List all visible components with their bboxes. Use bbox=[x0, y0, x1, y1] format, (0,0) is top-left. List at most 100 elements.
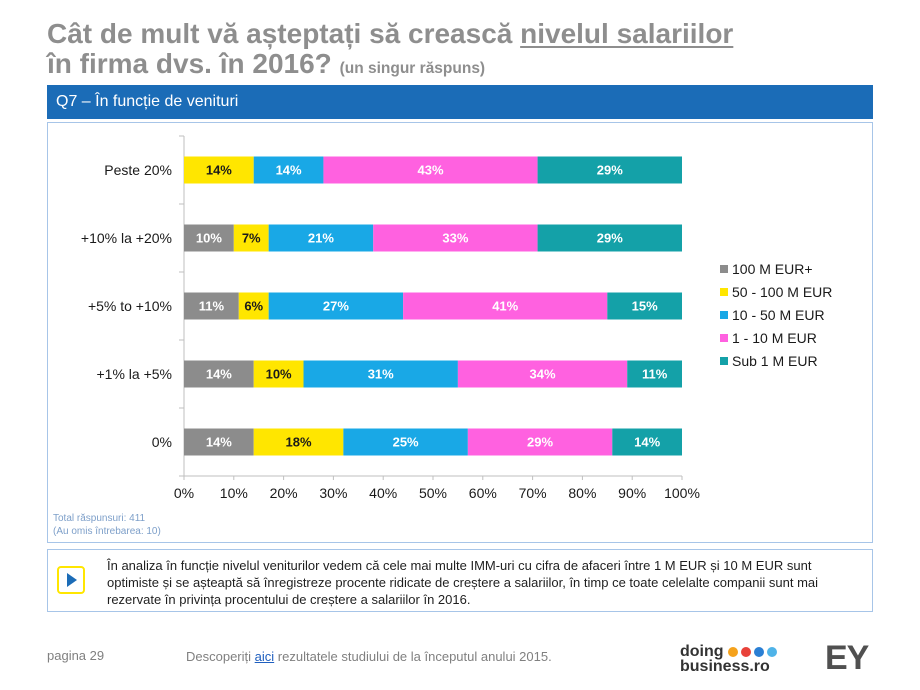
bar-segment bbox=[268, 292, 404, 320]
x-tick-label: 10% bbox=[220, 485, 248, 501]
bar-segment bbox=[457, 360, 628, 388]
bar-segment bbox=[268, 224, 374, 252]
logo-top-row: doing bbox=[680, 642, 780, 660]
data-label: 29% bbox=[527, 435, 553, 450]
bar-segment bbox=[303, 360, 458, 388]
bar-segment bbox=[184, 156, 254, 184]
legend-label: 50 - 100 M EUR bbox=[732, 284, 832, 300]
bar-segment bbox=[253, 428, 344, 456]
x-tick-label: 100% bbox=[664, 485, 700, 501]
bar-segment bbox=[323, 156, 538, 184]
logo-dot-icon bbox=[766, 646, 777, 657]
chart-panel: 0% 10% 20% 30% 40% 50% 60% 70% 80% 90% 100% Peste 2… bbox=[47, 122, 873, 543]
bar-segment bbox=[467, 428, 613, 456]
data-label: 25% bbox=[393, 435, 419, 450]
legend-swatch bbox=[720, 357, 728, 365]
data-label: 33% bbox=[442, 231, 468, 246]
x-tick-label: 30% bbox=[319, 485, 347, 501]
category-label: +5% to +10% bbox=[88, 298, 172, 314]
total-responses-note: Total răspunsuri: 411 bbox=[53, 513, 146, 524]
data-label: 11% bbox=[199, 299, 225, 314]
x-tick-label: 20% bbox=[270, 485, 298, 501]
section-header-label: Q7 – În funcție de venituri bbox=[56, 93, 239, 110]
ey-logo: EY bbox=[825, 639, 869, 677]
category-label: +1% la +5% bbox=[97, 366, 173, 382]
bar-segment bbox=[184, 224, 234, 252]
chart-notes: Total răspunsuri: 411 (Au omis întrebare… bbox=[53, 512, 161, 538]
legend-label: 100 M EUR+ bbox=[732, 261, 813, 277]
legend-swatch bbox=[720, 334, 728, 342]
x-tick-label: 60% bbox=[469, 485, 497, 501]
bar-segment bbox=[233, 224, 269, 252]
data-label: 31% bbox=[368, 367, 394, 382]
insight-box: În analiza în funcție nivelul veniturilo… bbox=[47, 549, 873, 612]
category-label: 0% bbox=[152, 434, 172, 450]
section-header-bar: Q7 – În funcție de venituri bbox=[47, 85, 873, 119]
bar-segment bbox=[184, 360, 254, 388]
category-label: +10% la +20% bbox=[81, 230, 172, 246]
page-number: pagina 29 bbox=[47, 648, 105, 663]
legend-swatch bbox=[720, 288, 728, 296]
bar-segment bbox=[403, 292, 608, 320]
data-label: 6% bbox=[244, 299, 263, 314]
data-label: 7% bbox=[242, 231, 261, 246]
x-tick-label: 0% bbox=[174, 485, 194, 501]
insight-text: În analiza în funcție nivelul veniturilo… bbox=[107, 558, 819, 607]
logo-word-doing: doing bbox=[680, 642, 724, 660]
doingbusiness-logo: doing business.ro bbox=[680, 642, 780, 675]
x-tick-label: 90% bbox=[618, 485, 646, 501]
data-label: 21% bbox=[308, 231, 334, 246]
legend-swatch bbox=[720, 265, 728, 273]
title-highlight: nivelul salariilor bbox=[520, 18, 734, 49]
title-subtitle: (un singur răspuns) bbox=[339, 60, 486, 77]
bar-segment bbox=[343, 428, 468, 456]
data-label: 29% bbox=[597, 231, 623, 246]
bar-segment bbox=[184, 428, 254, 456]
title-line-1: Cât de mult vă așteptați să crească nive… bbox=[47, 19, 887, 49]
legend-label: 10 - 50 M EUR bbox=[732, 307, 825, 323]
data-label: 34% bbox=[530, 367, 556, 382]
data-label: 27% bbox=[323, 299, 349, 314]
category-label: Peste 20% bbox=[104, 162, 172, 178]
x-tick-label: 50% bbox=[419, 485, 447, 501]
play-arrow-icon bbox=[57, 566, 85, 594]
data-label: 14% bbox=[276, 163, 302, 178]
logo-word-business: business.ro bbox=[680, 658, 770, 675]
cta-link[interactable]: aici bbox=[254, 649, 275, 664]
data-label: 29% bbox=[597, 163, 623, 178]
bar-segment bbox=[253, 360, 304, 388]
bar-segment bbox=[612, 428, 682, 456]
page-title: Cât de mult vă așteptați să crească nive… bbox=[47, 19, 887, 84]
data-label: 11% bbox=[642, 367, 668, 382]
data-label: 18% bbox=[286, 435, 312, 450]
cta-text-after: rezultatele studiului de la începutul an… bbox=[277, 649, 552, 664]
x-tick-label: 40% bbox=[369, 485, 397, 501]
data-label: 15% bbox=[632, 299, 658, 314]
bar-segment bbox=[537, 156, 682, 184]
x-tick-label: 70% bbox=[519, 485, 547, 501]
bar-segment bbox=[238, 292, 269, 320]
bar-segment bbox=[184, 292, 239, 320]
cta-text-before: Descoperiți bbox=[186, 649, 252, 664]
data-label: 14% bbox=[206, 163, 232, 178]
bar-segment bbox=[373, 224, 538, 252]
stacked-bar-chart: 0% 10% 20% 30% 40% 50% 60% 70% 80% 90% 100% Peste 2… bbox=[81, 135, 832, 501]
bar-segment bbox=[627, 360, 682, 388]
logo-dot-icon bbox=[753, 646, 764, 657]
data-label: 10% bbox=[266, 367, 292, 382]
legend-swatch bbox=[720, 311, 728, 319]
x-tick-label: 80% bbox=[568, 485, 596, 501]
bar-segment bbox=[537, 224, 682, 252]
data-label: 10% bbox=[196, 231, 222, 246]
legend-label: Sub 1 M EUR bbox=[732, 353, 818, 369]
title-text: Cât de mult vă așteptați să crească bbox=[47, 18, 513, 49]
title-line-2: în firma dvs. în 2016? (un singur răspun… bbox=[47, 49, 887, 84]
legend-label: 1 - 10 M EUR bbox=[732, 330, 817, 346]
logo-dot-icon bbox=[727, 646, 738, 657]
footer-cta: Descoperiți aici rezultatele studiului d… bbox=[186, 649, 552, 664]
logo-dot-icon bbox=[740, 646, 751, 657]
data-label: 43% bbox=[417, 163, 443, 178]
bar-segment bbox=[607, 292, 682, 320]
title-text-2: în firma dvs. în 2016? bbox=[47, 48, 332, 79]
omitted-note: (Au omis întrebarea: 10) bbox=[53, 526, 161, 537]
